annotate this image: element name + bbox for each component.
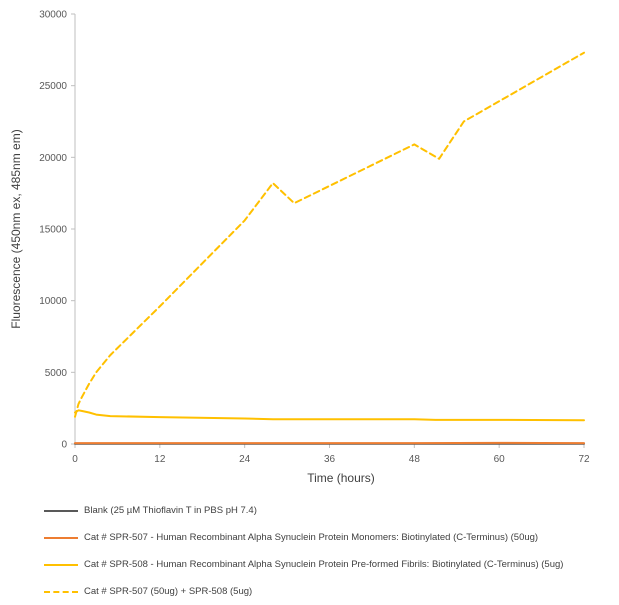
chart-legend: Blank (25 µM Thioflavin T in PBS pH 7.4)… [44,497,614,605]
series-line-3 [75,410,584,420]
x-tick-label: 36 [324,454,336,465]
series-line-4 [75,53,584,417]
y-tick-label: 0 [61,440,67,451]
legend-item-3: Cat # SPR-508 - Human Recombinant Alpha … [44,551,614,578]
legend-label: Cat # SPR-508 - Human Recombinant Alpha … [84,559,563,570]
y-tick-label: 10000 [39,296,67,307]
x-tick-label: 60 [494,454,506,465]
legend-swatch [44,564,78,566]
legend-label: Blank (25 µM Thioflavin T in PBS pH 7.4) [84,505,257,516]
x-tick-label: 0 [72,454,78,465]
line-chart: 0 5000 10000 15000 20000 25000 30000 0 12 24 36 48 6… [0,0,619,495]
legend-label: Cat # SPR-507 - Human Recombinant Alpha … [84,532,538,543]
y-tick-label: 20000 [39,153,67,164]
legend-label: Cat # SPR-507 (50ug) + SPR-508 (5ug) [84,586,252,597]
y-axis-title: Fluorescence (450nm ex, 485nm em) [9,129,23,328]
y-tick-label: 15000 [39,225,67,236]
x-tick-label: 48 [409,454,421,465]
legend-swatch [44,510,78,512]
y-tick-label: 5000 [45,368,68,379]
x-axis-title: Time (hours) [307,471,375,485]
y-tick-label: 25000 [39,81,67,92]
legend-item-2: Cat # SPR-507 - Human Recombinant Alpha … [44,524,614,551]
legend-swatch [44,591,78,593]
legend-swatch [44,537,78,539]
x-tick-label: 72 [578,454,590,465]
x-tick-label: 24 [239,454,251,465]
legend-item-1: Blank (25 µM Thioflavin T in PBS pH 7.4) [44,497,614,524]
y-tick-label: 30000 [39,10,67,21]
x-tick-label: 12 [154,454,166,465]
legend-item-4: Cat # SPR-507 (50ug) + SPR-508 (5ug) [44,578,614,605]
